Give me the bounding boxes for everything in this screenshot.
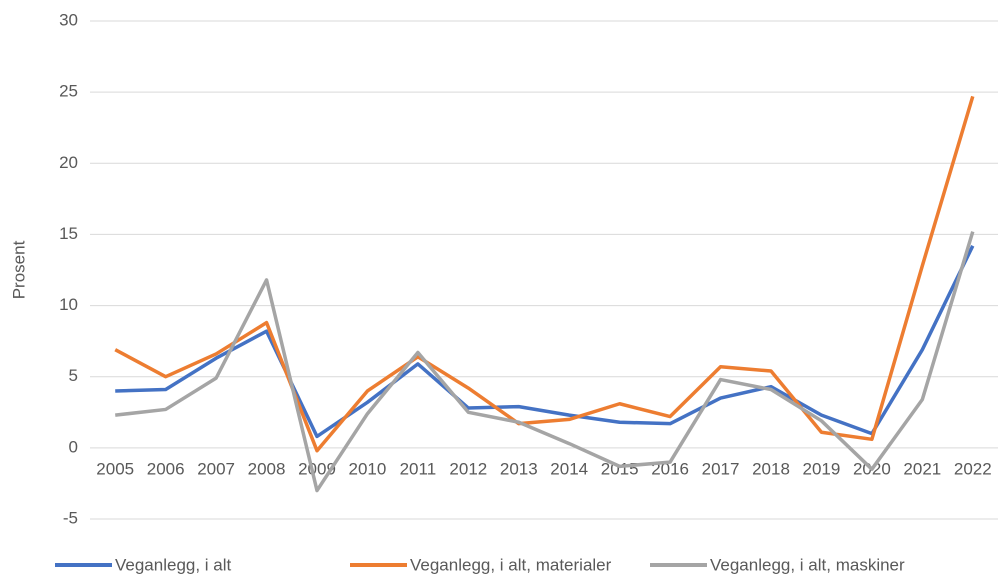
x-tick-label: 2010 — [349, 459, 387, 478]
line-series — [115, 231, 975, 493]
x-tick-label: 2005 — [96, 459, 134, 478]
x-tick-label: 2019 — [803, 459, 841, 478]
x-tick-label: 2022 — [954, 459, 992, 478]
x-tick-label: 2021 — [903, 459, 941, 478]
y-tick-label: 20 — [59, 153, 78, 172]
y-tick-label: 15 — [59, 224, 78, 243]
legend-label: Veganlegg, i alt, materialer — [410, 555, 612, 574]
legend-label: Veganlegg, i alt, maskiner — [710, 555, 905, 574]
x-tick-label: 2011 — [400, 459, 437, 478]
y-tick-label: 0 — [69, 437, 78, 456]
y-tick-label: 5 — [69, 366, 78, 385]
x-tick-label: 2012 — [449, 459, 487, 478]
y-tick-label: -5 — [63, 508, 78, 527]
x-tick-label: 2017 — [702, 459, 740, 478]
y-axis-title: Prosent — [9, 240, 28, 299]
x-tick-label: 2013 — [500, 459, 538, 478]
x-tick-label: 2008 — [248, 459, 286, 478]
y-tick-label: 10 — [59, 295, 78, 314]
x-tick-label: 2006 — [147, 459, 185, 478]
x-tick-label: 2007 — [197, 459, 235, 478]
line-series — [114, 95, 975, 453]
y-tick-label: 25 — [59, 82, 78, 101]
line-series — [115, 245, 975, 439]
y-tick-label: 30 — [59, 10, 78, 29]
x-tick-label: 2018 — [752, 459, 790, 478]
x-tick-label: 2014 — [550, 459, 588, 478]
legend-label: Veganlegg, i alt — [115, 555, 232, 574]
